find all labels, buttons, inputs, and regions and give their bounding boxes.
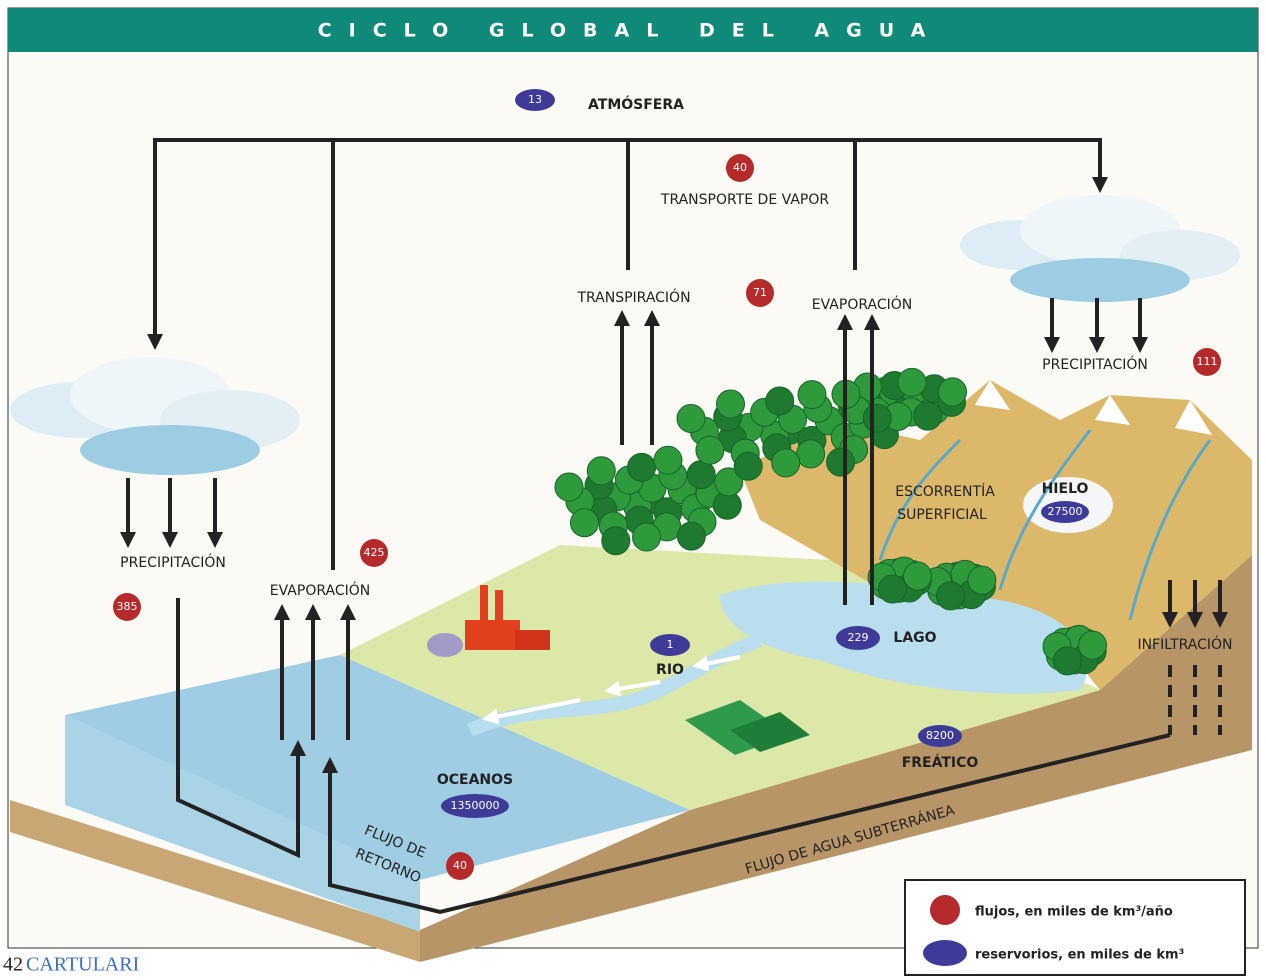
label: ATMÓSFERA bbox=[588, 95, 684, 113]
label: OCEANOS bbox=[437, 772, 513, 788]
tree bbox=[628, 453, 656, 481]
legend-flux-symbol bbox=[930, 895, 960, 925]
water-cycle-diagram: CICLO GLOBAL DEL AGUA 13 ATMÓSFERA 40 TR… bbox=[0, 0, 1266, 980]
pollution bbox=[427, 633, 463, 657]
publication: CARTULARI bbox=[26, 954, 139, 976]
page-number: 42 bbox=[3, 954, 23, 976]
legend-text: reservorios, en miles de km³ bbox=[975, 948, 1184, 963]
label: EVAPORACIÓN bbox=[270, 581, 370, 599]
factory-building bbox=[515, 630, 550, 650]
title: CICLO GLOBAL DEL AGUA bbox=[318, 20, 943, 42]
tree bbox=[797, 440, 825, 468]
tree bbox=[602, 527, 630, 555]
label: PRECIPITACIÓN bbox=[1042, 355, 1148, 373]
tree bbox=[687, 461, 715, 489]
flux-value: 40 bbox=[453, 859, 467, 872]
tree bbox=[1079, 631, 1107, 659]
legend-reservoir-symbol bbox=[923, 940, 967, 966]
tree bbox=[587, 457, 615, 485]
flux-value: 385 bbox=[117, 600, 138, 613]
tree bbox=[734, 452, 762, 480]
reservoir-value: 13 bbox=[528, 93, 542, 106]
label: FREÁTICO bbox=[902, 754, 979, 771]
reservoir-value: 1350000 bbox=[451, 799, 500, 812]
tree bbox=[696, 436, 724, 464]
tree bbox=[772, 449, 800, 477]
tree bbox=[936, 582, 964, 610]
tree bbox=[968, 566, 996, 594]
tree bbox=[798, 381, 826, 409]
legend-text: flujos, en miles de km³/año bbox=[975, 905, 1173, 920]
tree bbox=[878, 575, 906, 603]
tree bbox=[1053, 647, 1081, 675]
tree bbox=[827, 448, 855, 476]
tree bbox=[555, 473, 583, 501]
flux-value: 111 bbox=[1197, 355, 1218, 368]
factory-building bbox=[465, 620, 520, 650]
label: ESCORRENTÍA bbox=[895, 483, 995, 500]
tree bbox=[677, 404, 705, 432]
cloud-puff bbox=[1010, 258, 1190, 302]
tree bbox=[766, 387, 794, 415]
label: INFILTRACIÓN bbox=[1137, 635, 1232, 653]
tree bbox=[898, 368, 926, 396]
tree bbox=[904, 562, 932, 590]
flux-value: 425 bbox=[364, 546, 385, 559]
reservoir-value: 8200 bbox=[926, 729, 954, 742]
tree bbox=[677, 522, 705, 550]
reservoir-value: 229 bbox=[848, 631, 869, 644]
label: LAGO bbox=[893, 630, 936, 646]
cloud-puff bbox=[80, 425, 260, 475]
tree bbox=[914, 402, 942, 430]
label: TRANSPORTE DE VAPOR bbox=[660, 192, 829, 208]
label: SUPERFICIAL bbox=[897, 507, 987, 523]
tree bbox=[939, 378, 967, 406]
tree bbox=[633, 523, 661, 551]
label: RIO bbox=[656, 662, 684, 678]
reservoir-value: 27500 bbox=[1048, 505, 1083, 518]
chimney bbox=[480, 585, 488, 623]
label: TRANSPIRACIÓN bbox=[576, 288, 690, 306]
label: PRECIPITACIÓN bbox=[120, 553, 226, 571]
tree bbox=[863, 404, 891, 432]
reservoir-value: 1 bbox=[667, 638, 674, 651]
tree bbox=[716, 390, 744, 418]
label: EVAPORACIÓN bbox=[812, 295, 912, 313]
flux-value: 71 bbox=[753, 286, 767, 299]
flux-value: 40 bbox=[733, 161, 747, 174]
chimney bbox=[495, 590, 503, 623]
label: HIELO bbox=[1042, 481, 1089, 497]
tree bbox=[570, 509, 598, 537]
tree bbox=[654, 446, 682, 474]
